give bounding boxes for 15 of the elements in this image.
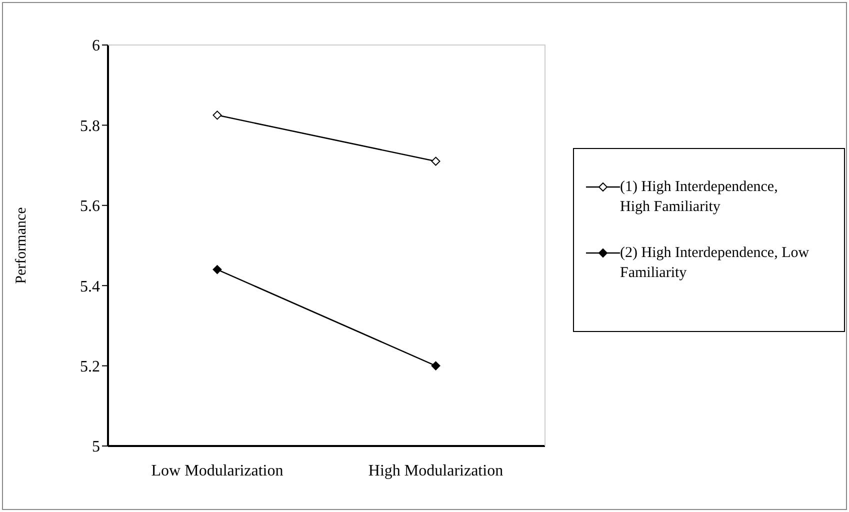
legend-label: (1) High Interdependence, High Familiarity (620, 178, 779, 217)
y-tick-label: 5.4 (80, 278, 100, 296)
point (212, 265, 222, 274)
y-tick-label: 6 (92, 38, 100, 55)
legend-label: (2) High Interdependence, Low Familiarity (620, 244, 810, 283)
x-tick-label: Low Modularization (151, 462, 284, 480)
x-tick-label: High Modularization (368, 462, 504, 480)
y-tick-label: 5 (92, 438, 100, 456)
point (431, 156, 440, 166)
y-axis-title: Performance (13, 206, 30, 284)
y-tick-label: 5.8 (80, 118, 100, 135)
y-tick-label: 5.2 (80, 358, 100, 376)
y-tick-label: 5.6 (80, 198, 100, 216)
point (431, 361, 440, 370)
point (212, 110, 222, 120)
